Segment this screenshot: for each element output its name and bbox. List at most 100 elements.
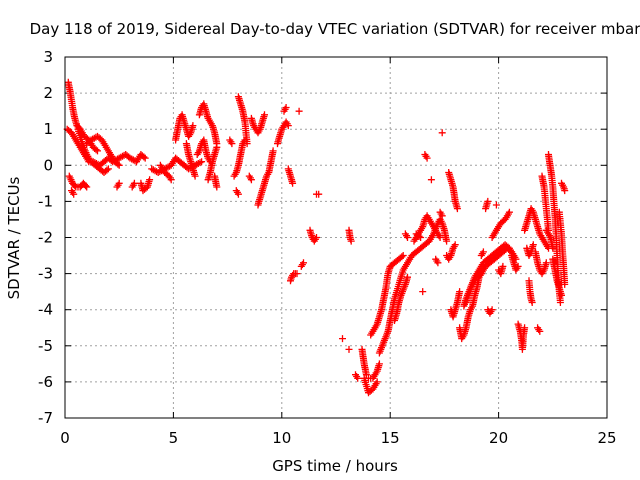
y-axis-label: SDTVAR / TECUs xyxy=(5,176,23,299)
data-point xyxy=(536,327,544,335)
data-point xyxy=(505,208,513,216)
y-tick-label: 0 xyxy=(43,156,53,174)
data-point xyxy=(115,179,123,187)
y-tick-label: 2 xyxy=(43,84,53,102)
data-point xyxy=(438,129,446,137)
data-point xyxy=(561,280,569,288)
tick-labels: 0 5 10 15 20 25 -7 -6 -5 -4 -3 -2 -1 0 1 2 3 xyxy=(38,48,617,447)
data-point xyxy=(479,248,487,256)
y-tick-label: 3 xyxy=(43,48,53,66)
data-point xyxy=(293,270,301,278)
data-point xyxy=(196,159,204,167)
y-tick-label: -5 xyxy=(38,337,53,355)
data-point xyxy=(542,259,550,267)
data-point xyxy=(114,160,122,168)
data-point xyxy=(362,371,370,379)
data-point xyxy=(492,201,500,209)
data-point xyxy=(484,197,492,205)
data-point xyxy=(92,146,100,154)
data-point xyxy=(130,179,138,187)
data-point xyxy=(345,345,353,353)
data-point xyxy=(70,190,78,198)
y-tick-label: -1 xyxy=(38,192,53,210)
data-point xyxy=(289,179,297,187)
data-point xyxy=(556,299,564,306)
data-point xyxy=(339,335,346,343)
data-point xyxy=(213,183,221,191)
chart-title: Day 118 of 2019, Sidereal Day-to-day VTE… xyxy=(30,20,640,38)
y-tick-label: -4 xyxy=(38,301,53,319)
data-point xyxy=(315,190,323,198)
grid-lines xyxy=(65,57,607,418)
y-tick-label: 1 xyxy=(43,120,53,138)
data-point xyxy=(451,241,459,249)
data-point xyxy=(347,237,355,245)
x-tick-label: 10 xyxy=(272,429,291,447)
data-point xyxy=(404,273,411,281)
data-point xyxy=(261,111,268,119)
data-point xyxy=(82,182,90,190)
x-axis-label: GPS time / hours xyxy=(272,457,398,475)
data-point xyxy=(373,378,381,386)
data-point xyxy=(71,182,79,190)
data-point xyxy=(354,374,362,382)
data-point xyxy=(514,262,522,270)
data-point xyxy=(476,271,484,279)
data-point xyxy=(419,288,427,296)
data-point xyxy=(247,176,255,184)
data-point xyxy=(443,237,451,245)
data-point xyxy=(529,241,537,249)
data-point xyxy=(269,147,277,155)
data-point xyxy=(427,176,435,184)
data-point xyxy=(423,154,431,162)
data-point xyxy=(433,257,441,265)
data-point xyxy=(167,176,175,184)
data-point xyxy=(488,306,496,314)
x-tick-label: 15 xyxy=(381,429,400,447)
data-point xyxy=(295,107,303,115)
data-point xyxy=(417,234,425,241)
data-point xyxy=(375,360,383,368)
data-point xyxy=(189,122,197,130)
x-tick-label: 20 xyxy=(489,429,508,447)
data-point xyxy=(456,288,464,296)
data-points xyxy=(63,78,569,397)
data-point xyxy=(549,244,557,252)
data-point xyxy=(213,143,221,151)
data-point xyxy=(141,154,149,162)
x-tick-label: 5 xyxy=(169,429,179,447)
data-point xyxy=(353,373,361,380)
data-point xyxy=(415,232,423,240)
data-point xyxy=(300,259,307,267)
plot-frame xyxy=(64,56,608,419)
x-tick-label: 25 xyxy=(597,429,616,447)
data-point xyxy=(499,262,507,270)
data-point xyxy=(528,299,536,306)
y-tick-label: -2 xyxy=(38,229,53,247)
data-point xyxy=(398,253,406,261)
y-tick-label: -3 xyxy=(38,265,53,283)
data-point xyxy=(146,176,154,184)
data-point xyxy=(313,234,320,241)
y-tick-label: -7 xyxy=(38,409,53,427)
data-point xyxy=(284,122,292,130)
x-tick-label: 0 xyxy=(60,429,70,447)
data-point xyxy=(191,172,199,180)
data-point xyxy=(104,165,112,173)
data-point xyxy=(477,270,485,278)
data-point xyxy=(103,166,111,174)
data-point xyxy=(521,324,529,332)
data-point xyxy=(140,153,148,161)
data-point xyxy=(399,252,407,259)
data-point xyxy=(83,183,91,191)
data-point xyxy=(115,161,123,169)
data-point xyxy=(234,190,242,198)
data-point xyxy=(198,158,206,166)
y-tick-label: -6 xyxy=(38,373,53,391)
data-point xyxy=(243,140,251,148)
data-point xyxy=(561,187,569,195)
data-point xyxy=(558,291,565,299)
data-point xyxy=(438,212,446,220)
data-point xyxy=(434,259,442,267)
